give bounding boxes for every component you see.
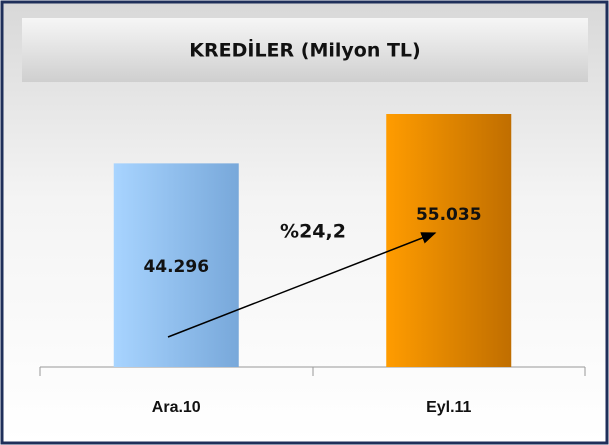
bar [386,114,512,367]
value-label: 44.296 [143,257,209,277]
x-tick-label: Eyl.11 [426,399,471,416]
chart-title: KREDİLER (Milyon TL) [189,38,420,62]
annotation: %24,2 [280,221,346,243]
arrow [167,232,437,338]
title-box [22,18,588,82]
value-label: 55.035 [416,205,482,225]
x-tick-label: Ara.10 [152,399,201,416]
